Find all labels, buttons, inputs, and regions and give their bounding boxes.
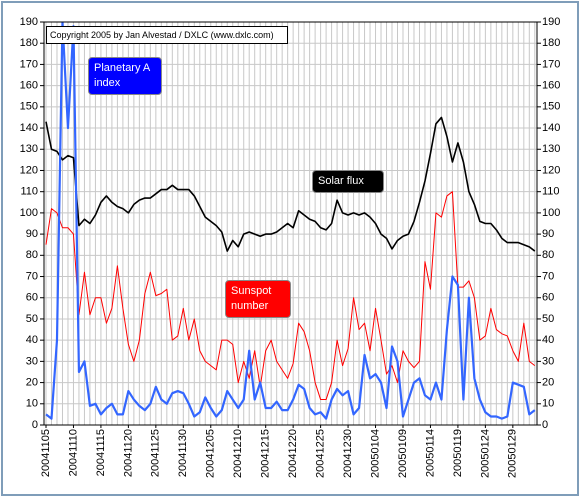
y-tick-label: 150 (20, 101, 38, 113)
series-line (45, 191, 536, 401)
legend-label: Planetary A index (88, 57, 162, 95)
legend-label: Sunspot number (225, 280, 291, 318)
y-tick-label: 110 (20, 186, 38, 198)
y-tick-label: 90 (26, 228, 38, 240)
y2-tick-label: 190 (542, 16, 560, 28)
x-tick-label: 20041125 (150, 429, 162, 477)
x-tick-label: 20050104 (369, 429, 381, 478)
y-tick-label: 140 (20, 122, 38, 134)
y2-tick-label: 10 (542, 398, 554, 410)
y2-tick-label: 0 (542, 419, 548, 431)
y2-tick-label: 80 (542, 249, 554, 261)
y-tick-label: 170 (20, 58, 38, 70)
series-line (45, 22, 536, 420)
y-tick-label: 130 (20, 143, 38, 155)
plot-border (43, 21, 538, 426)
y-tick-label: 80 (26, 249, 38, 261)
y2-tick-label: 20 (542, 376, 554, 388)
y2-tick-label: 170 (542, 58, 560, 70)
y2-tick-label: 90 (542, 228, 554, 240)
x-tick-label: 20050119 (452, 429, 464, 477)
y-tick-label: 100 (20, 207, 38, 219)
x-tick-label: 20050124 (479, 429, 491, 478)
x-tick-label: 20050114 (424, 429, 436, 477)
y-tick-label: 60 (26, 292, 38, 304)
x-tick-label: 20041220 (287, 429, 299, 478)
plot-lines (45, 22, 536, 420)
y-tick-label: 0 (32, 419, 38, 431)
y2-tick-label: 50 (542, 313, 554, 325)
y2-tick-label: 120 (542, 164, 560, 176)
x-tick-label: 20041210 (232, 429, 244, 478)
x-tick-label: 20041105 (40, 429, 52, 477)
x-tick-label: 20041115 (95, 429, 107, 476)
copyright-note: Copyright 2005 by Jan Alvestad / DXLC (w… (46, 26, 288, 44)
y2-tick-label: 60 (542, 292, 554, 304)
y2-tick-label: 30 (542, 355, 554, 367)
x-tick-label: 20041120 (122, 429, 134, 477)
y2-tick-label: 100 (542, 207, 560, 219)
y-tick-label: 190 (20, 16, 38, 28)
y2-tick-label: 110 (542, 186, 560, 198)
x-tick-label: 20041205 (205, 429, 217, 478)
x-tick-label: 20041130 (177, 429, 189, 477)
y2-tick-label: 180 (542, 37, 560, 49)
y-tick-label: 50 (26, 313, 38, 325)
y2-tick-label: 160 (542, 80, 560, 92)
y-tick-label: 180 (20, 37, 38, 49)
y-tick-label: 30 (26, 355, 38, 367)
legend-label: Solar flux (312, 170, 384, 193)
x-tick-label: 20041215 (260, 429, 272, 478)
x-tick-label: 20041110 (67, 429, 79, 476)
y2-tick-label: 130 (542, 143, 560, 155)
y-tick-label: 20 (26, 376, 38, 388)
y2-tick-label: 150 (542, 101, 560, 113)
x-tick-label: 20041225 (315, 429, 327, 478)
series-line (45, 116, 536, 252)
y2-tick-label: 40 (542, 334, 554, 346)
y-tick-label: 70 (26, 270, 38, 282)
y2-tick-label: 140 (542, 122, 560, 134)
x-tick-label: 20041230 (342, 429, 354, 478)
y-tick-label: 120 (20, 164, 38, 176)
y-tick-label: 10 (26, 398, 38, 410)
x-tick-label: 20050109 (397, 429, 409, 478)
x-tick-label: 20050129 (507, 429, 519, 478)
y-tick-label: 40 (26, 334, 38, 346)
y2-tick-label: 70 (542, 270, 554, 282)
y-tick-label: 160 (20, 80, 38, 92)
